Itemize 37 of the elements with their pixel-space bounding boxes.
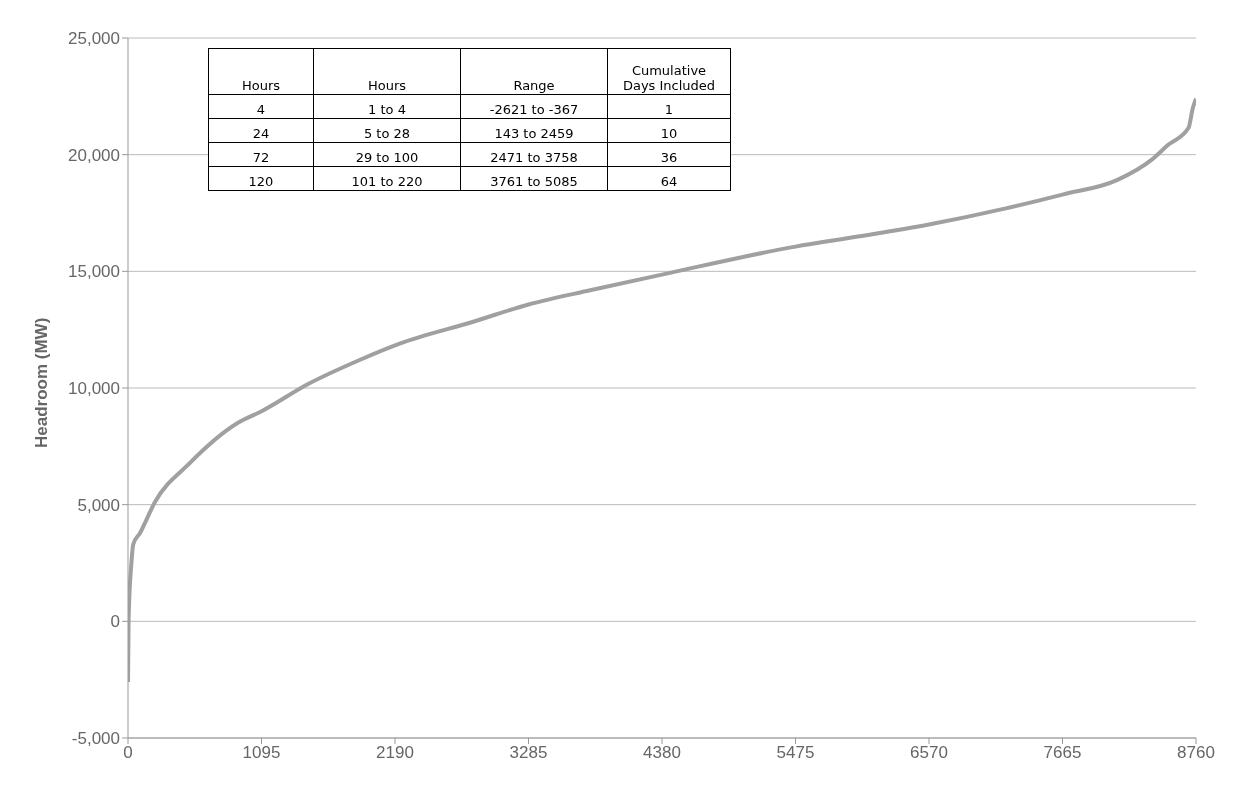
annotation: 1 to 4 <box>313 94 461 119</box>
annotation: 3761 to 5085 <box>460 166 608 191</box>
x-tick-label: 0 <box>123 743 133 763</box>
annotation: 64 <box>607 166 731 191</box>
y-tick-label: -5,000 <box>71 729 120 749</box>
annotation: 10 <box>607 118 731 143</box>
x-tick-label: 8760 <box>1177 743 1215 763</box>
annotation: 2471 to 3758 <box>460 142 608 167</box>
y-tick-label: 0 <box>110 612 120 632</box>
x-tick-label: 1095 <box>242 743 281 763</box>
y-tick-label: 10,000 <box>68 379 120 399</box>
x-tick-label: 3285 <box>509 743 548 763</box>
x-tick-label: 5475 <box>776 743 815 763</box>
annotation: 72 <box>208 142 314 167</box>
annotation: 24 <box>208 118 314 143</box>
x-tick-label: 7665 <box>1043 743 1082 763</box>
annotation: 143 to 2459 <box>460 118 608 143</box>
annotation: 4 <box>208 94 314 119</box>
annotation: 29 to 100 <box>313 142 461 167</box>
annotation: 120 <box>208 166 314 191</box>
annotation: Range <box>460 48 608 95</box>
y-tick-label: 15,000 <box>68 262 120 282</box>
annotation: 101 to 220 <box>313 166 461 191</box>
y-axis-title: Headroom (MW) <box>32 317 52 448</box>
x-tick-label: 4380 <box>643 743 681 763</box>
annotation: Hours <box>208 48 314 95</box>
annotation: 1 <box>607 94 731 119</box>
annotation: Cumulative Days Included <box>607 48 731 95</box>
x-tick-label: 6570 <box>910 743 948 763</box>
y-tick-label: 25,000 <box>68 29 120 49</box>
y-tick-label: 20,000 <box>68 145 120 165</box>
annotation: -2621 to -367 <box>460 94 608 119</box>
annotation: Hours <box>313 48 461 95</box>
x-tick-label: 2190 <box>376 743 414 763</box>
y-tick-label: 5,000 <box>77 495 120 515</box>
annotation: 5 to 28 <box>313 118 461 143</box>
annotation: 36 <box>607 142 731 167</box>
